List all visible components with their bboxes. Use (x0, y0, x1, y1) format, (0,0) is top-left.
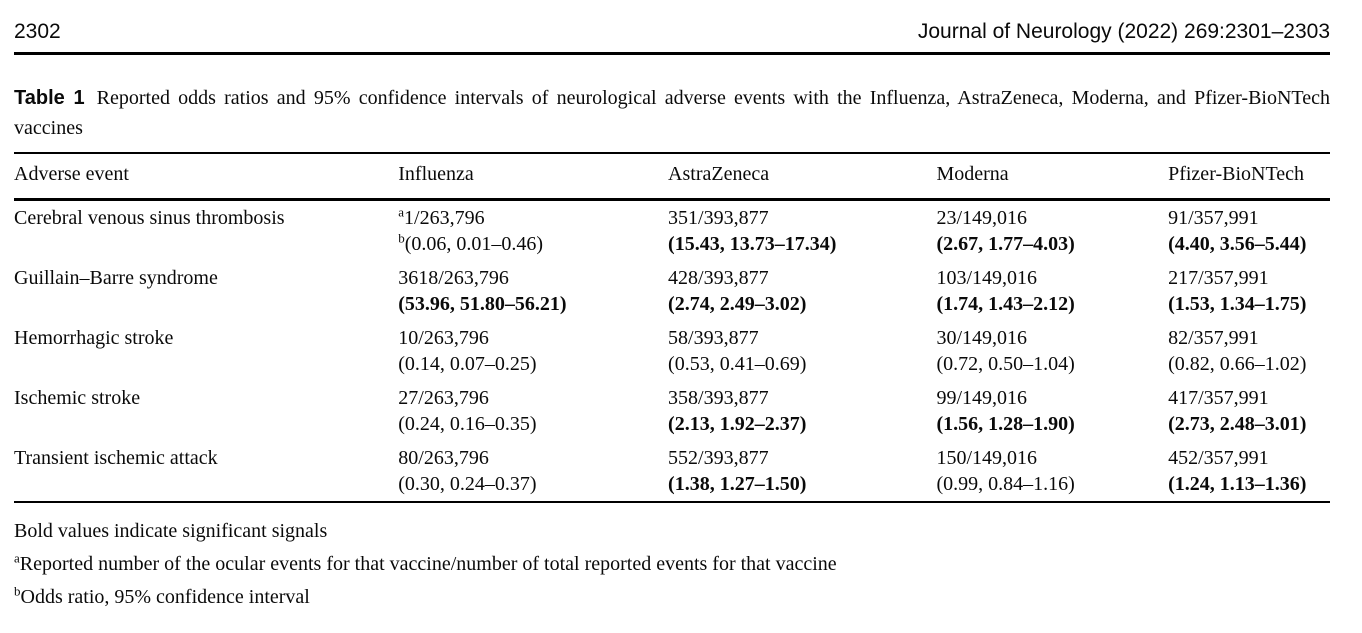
footnote-marker: b (14, 583, 21, 599)
adverse-event-label: Transient ischemic attack (14, 447, 218, 469)
column-header-astrazeneca: AstraZeneca (668, 153, 937, 201)
table-caption-text: Reported odds ratios and 95% confidence … (14, 87, 1330, 139)
odds-ratio-value: (2.67, 1.77–4.03) (936, 233, 1075, 255)
odds-ratio-value: (2.73, 2.48–3.01) (1168, 413, 1307, 435)
page-number: 2302 (14, 20, 61, 43)
footnote-marker: b (398, 230, 405, 246)
count-value: 351/393,877 (668, 207, 769, 229)
footnote: Bold values indicate significant signals (14, 520, 328, 542)
table-caption-label: Table 1 (14, 87, 85, 109)
odds-ratio-value: (0.14, 0.07–0.25) (398, 353, 537, 375)
count-value: 58/393,877 (668, 327, 759, 349)
count-value: 417/357,991 (1168, 387, 1269, 409)
adverse-event-label: Hemorrhagic stroke (14, 327, 174, 349)
odds-ratio-value: (0.99, 0.84–1.16) (936, 473, 1075, 495)
table-row: Guillain–Barre syndrome 3618/263,796 (53… (14, 261, 1330, 321)
odds-ratio-value: (0.24, 0.16–0.35) (398, 413, 537, 435)
count-value: 27/263,796 (398, 387, 489, 409)
adverse-event-label: Cerebral venous sinus thrombosis (14, 207, 285, 229)
count-value: 428/393,877 (668, 267, 769, 289)
footnote: aReported number of the ocular events fo… (14, 550, 837, 575)
odds-ratio-value: (15.43, 13.73–17.34) (668, 233, 837, 255)
footnote: bOdds ratio, 95% confidence interval (14, 583, 310, 608)
table-row: Hemorrhagic stroke 10/263,796 (0.14, 0.0… (14, 321, 1330, 381)
count-value: 80/263,796 (398, 447, 489, 469)
count-value: 103/149,016 (936, 267, 1038, 289)
count-value: 10/263,796 (398, 327, 489, 349)
count-value: 452/357,991 (1168, 447, 1269, 469)
count-value: 217/357,991 (1168, 267, 1269, 289)
table-header-row: Adverse event Influenza AstraZeneca Mode… (14, 153, 1330, 201)
table-row: Cerebral venous sinus thrombosis a1/263,… (14, 200, 1330, 262)
count-value: 30/149,016 (936, 327, 1028, 349)
odds-ratio-value: (2.74, 2.49–3.02) (668, 293, 807, 315)
adverse-events-table: Adverse event Influenza AstraZeneca Mode… (14, 152, 1330, 503)
odds-ratio-value: b(0.06, 0.01–0.46) (398, 230, 544, 255)
table-caption: Table 1 Reported odds ratios and 95% conf… (14, 83, 1330, 143)
count-value: 99/149,016 (936, 387, 1028, 409)
table-row: Ischemic stroke 27/263,796 (0.24, 0.16–0… (14, 381, 1330, 441)
column-header-adverse-event: Adverse event (14, 153, 399, 201)
odds-ratio-value: (2.13, 1.92–2.37) (668, 413, 807, 435)
adverse-event-label: Guillain–Barre syndrome (14, 267, 218, 289)
column-header-pfizer-biontech: Pfizer-BioNTech (1168, 153, 1330, 201)
odds-ratio-value: (53.96, 51.80–56.21) (398, 293, 567, 315)
journal-page: 2302 Journal of Neurology (2022) 269:230… (14, 18, 1330, 609)
count-value: 91/357,991 (1168, 207, 1259, 229)
odds-ratio-value: (4.40, 3.56–5.44) (1168, 233, 1307, 255)
column-header-moderna: Moderna (936, 153, 1169, 201)
count-value: 552/393,877 (668, 447, 769, 469)
count-value: 358/393,877 (668, 387, 769, 409)
footnote-marker: a (14, 550, 20, 566)
column-header-influenza: Influenza (398, 153, 669, 201)
footnote-marker: a (398, 204, 405, 220)
table-row: Transient ischemic attack 80/263,796 (0.… (14, 441, 1330, 502)
count-value: a1/263,796 (398, 204, 485, 229)
journal-citation: Journal of Neurology (2022) 269:2301–230… (917, 20, 1330, 43)
adverse-event-label: Ischemic stroke (14, 387, 141, 409)
odds-ratio-value: (1.38, 1.27–1.50) (668, 473, 807, 495)
odds-ratio-value: (0.82, 0.66–1.02) (1168, 353, 1307, 375)
odds-ratio-value: (1.74, 1.43–2.12) (936, 293, 1075, 315)
odds-ratio-value: (1.53, 1.34–1.75) (1168, 293, 1307, 315)
odds-ratio-value: (0.30, 0.24–0.37) (398, 473, 537, 495)
count-value: 23/149,016 (936, 207, 1028, 229)
running-head: 2302 Journal of Neurology (2022) 269:230… (14, 18, 1330, 55)
odds-ratio-value: (0.72, 0.50–1.04) (936, 353, 1075, 375)
count-value: 150/149,016 (936, 447, 1038, 469)
count-value: 3618/263,796 (398, 267, 509, 289)
odds-ratio-value: (0.53, 0.41–0.69) (668, 353, 807, 375)
odds-ratio-value: (1.24, 1.13–1.36) (1168, 473, 1307, 495)
count-value: 82/357,991 (1168, 327, 1259, 349)
odds-ratio-value: (1.56, 1.28–1.90) (936, 413, 1075, 435)
table-footnotes: Bold values indicate significant signals… (14, 519, 1330, 609)
